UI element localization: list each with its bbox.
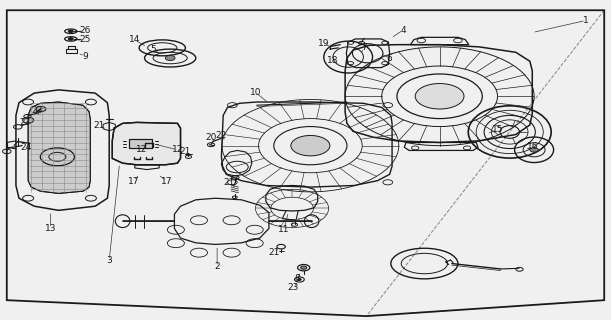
Text: 25: 25 bbox=[79, 35, 90, 44]
Text: 21: 21 bbox=[268, 248, 279, 257]
Bar bbox=[129, 139, 152, 148]
Text: 23: 23 bbox=[20, 118, 31, 127]
Circle shape bbox=[291, 135, 330, 156]
Text: 18: 18 bbox=[327, 56, 338, 65]
Text: 17: 17 bbox=[161, 177, 172, 186]
Text: 23: 23 bbox=[32, 106, 43, 115]
Text: 19: 19 bbox=[318, 39, 329, 48]
Text: 17: 17 bbox=[128, 177, 139, 186]
Circle shape bbox=[415, 84, 464, 109]
Text: 3: 3 bbox=[106, 256, 112, 265]
Text: 10: 10 bbox=[250, 88, 262, 97]
Text: 2: 2 bbox=[214, 262, 220, 271]
Bar bbox=[129, 139, 152, 148]
Text: 22: 22 bbox=[216, 131, 227, 140]
Text: 16: 16 bbox=[527, 142, 539, 151]
Text: 9: 9 bbox=[82, 52, 88, 60]
Text: 26: 26 bbox=[79, 26, 90, 35]
Text: 13: 13 bbox=[45, 224, 56, 233]
Circle shape bbox=[530, 148, 538, 152]
Text: 21: 21 bbox=[93, 121, 105, 130]
Polygon shape bbox=[112, 123, 180, 165]
Text: 15: 15 bbox=[492, 125, 503, 134]
Circle shape bbox=[298, 278, 301, 280]
Text: 11: 11 bbox=[279, 225, 290, 234]
Text: 21: 21 bbox=[223, 179, 235, 188]
Text: 23: 23 bbox=[288, 283, 299, 292]
Text: 4: 4 bbox=[400, 26, 406, 35]
Text: 1: 1 bbox=[583, 16, 589, 25]
Polygon shape bbox=[28, 102, 90, 194]
Text: 12: 12 bbox=[136, 145, 148, 154]
Text: 12: 12 bbox=[172, 145, 183, 154]
Circle shape bbox=[68, 38, 73, 40]
Text: 21: 21 bbox=[179, 147, 191, 156]
Text: 24: 24 bbox=[21, 143, 32, 152]
Circle shape bbox=[301, 266, 307, 269]
Text: 6: 6 bbox=[387, 53, 392, 62]
Text: 5: 5 bbox=[150, 44, 156, 54]
Text: 7: 7 bbox=[361, 43, 367, 52]
Text: 8: 8 bbox=[294, 274, 300, 283]
Circle shape bbox=[68, 30, 73, 33]
Circle shape bbox=[166, 55, 175, 60]
Text: 20: 20 bbox=[205, 132, 217, 141]
Text: 14: 14 bbox=[129, 36, 141, 44]
